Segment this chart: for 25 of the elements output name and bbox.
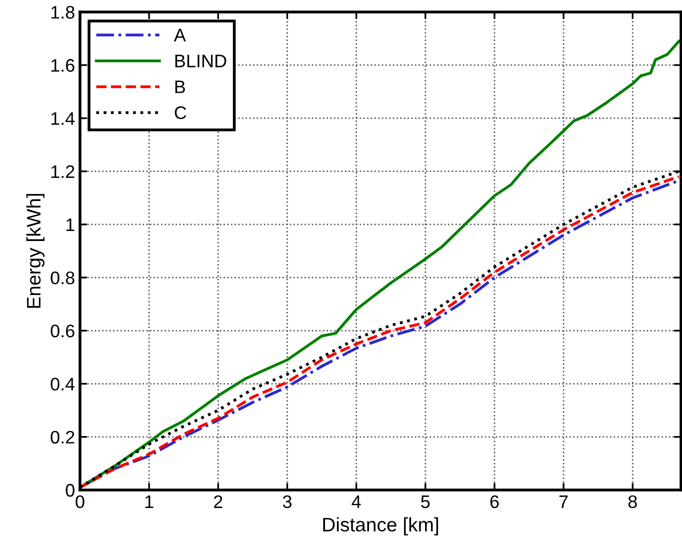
y-tick-label: 0.8 (50, 271, 74, 284)
y-tick-label: 1.4 (51, 112, 75, 125)
x-tick-label: 0 (76, 495, 84, 508)
y-tick-label: 1 (66, 218, 74, 231)
y-tick-label: 0 (66, 484, 74, 497)
x-tick-label: 2 (214, 495, 222, 508)
legend-label: C (174, 106, 186, 120)
x-tick-label: 8 (628, 495, 637, 508)
x-axis-title: Distance [km] (323, 517, 438, 536)
x-tick-label: 5 (421, 496, 430, 508)
y-tick-label: 1.6 (51, 59, 74, 72)
y-axis-title: Energy [kWh] (26, 194, 44, 308)
y-tick-label: 0.4 (50, 378, 75, 390)
y-tick-label: 1.8 (51, 6, 74, 19)
x-tick-label: 4 (352, 496, 361, 508)
x-tick-label: 1 (145, 496, 154, 508)
y-tick-label: 1.2 (51, 165, 74, 178)
y-tick-label: 0.2 (50, 430, 74, 444)
x-tick-label: 7 (559, 496, 568, 508)
legend-label: A (174, 28, 186, 42)
y-tick-label: 0.6 (50, 324, 74, 338)
legend-label: B (175, 80, 185, 94)
legend-label: BLIND (175, 54, 226, 68)
x-tick-label: 6 (490, 495, 499, 508)
x-tick-label: 3 (282, 495, 292, 508)
